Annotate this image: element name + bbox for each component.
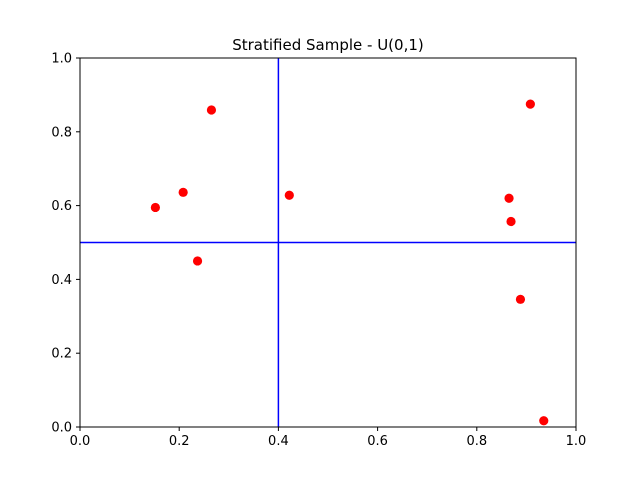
y-tick-label: 1.0 bbox=[51, 52, 72, 67]
y-tick-label: 0.4 bbox=[51, 273, 72, 288]
data-points bbox=[150, 99, 549, 426]
data-point bbox=[150, 202, 160, 213]
x-axis: 0.0 0.2 0.4 0.6 0.8 1.0 bbox=[70, 427, 587, 449]
stratum-lines bbox=[80, 58, 576, 427]
x-tick-label: 0.2 bbox=[169, 434, 190, 449]
x-tick-label: 0.4 bbox=[268, 434, 289, 449]
x-tick-label: 1.0 bbox=[566, 434, 587, 449]
data-point bbox=[539, 416, 549, 426]
y-tick-label: 0.6 bbox=[51, 199, 72, 214]
data-point bbox=[525, 99, 535, 109]
plot-frame bbox=[79, 57, 577, 428]
x-tick-label: 0.8 bbox=[466, 434, 487, 449]
y-axis: 0.0 0.2 0.4 0.6 0.8 1.0 bbox=[51, 52, 80, 436]
data-point bbox=[178, 187, 188, 197]
y-tick-label: 0.8 bbox=[51, 125, 72, 140]
y-tick-label: 0.2 bbox=[51, 347, 72, 362]
data-point bbox=[284, 190, 294, 200]
data-point bbox=[206, 105, 217, 115]
data-point bbox=[192, 256, 203, 266]
data-point bbox=[506, 216, 516, 227]
data-point bbox=[515, 294, 526, 304]
x-tick-label: 0.0 bbox=[70, 434, 91, 449]
x-tick-label: 0.6 bbox=[367, 434, 388, 449]
chart-title: Stratified Sample - U(0,1) bbox=[232, 36, 424, 54]
data-point bbox=[504, 193, 514, 203]
y-tick-label: 0.0 bbox=[51, 421, 72, 436]
